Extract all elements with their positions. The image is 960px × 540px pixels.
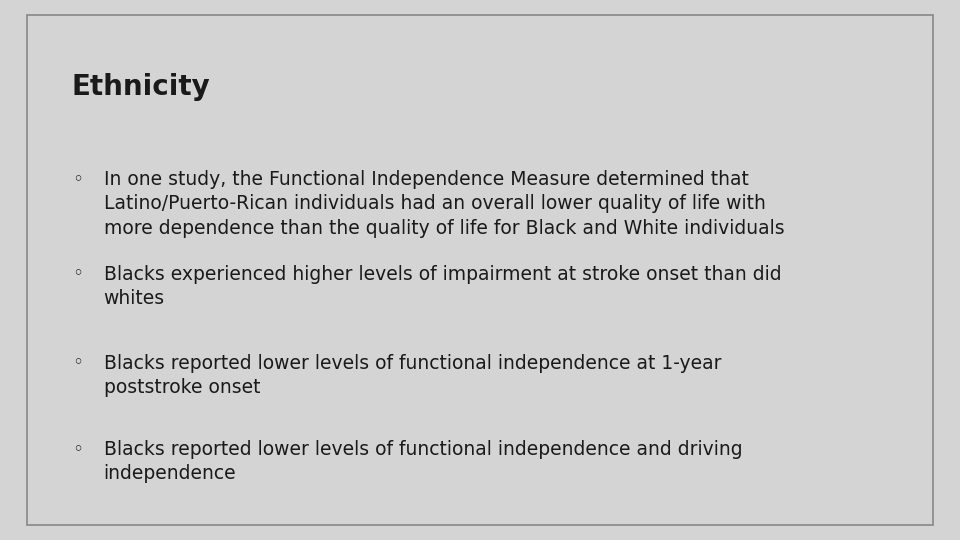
Text: Blacks reported lower levels of functional independence and driving
independence: Blacks reported lower levels of function…: [104, 440, 742, 483]
Text: ◦: ◦: [72, 440, 83, 459]
FancyBboxPatch shape: [27, 15, 933, 525]
Text: Blacks experienced higher levels of impairment at stroke onset than did
whites: Blacks experienced higher levels of impa…: [104, 265, 781, 308]
Text: ◦: ◦: [72, 265, 83, 284]
Text: Ethnicity: Ethnicity: [72, 73, 211, 101]
Text: ◦: ◦: [72, 354, 83, 373]
Text: ◦: ◦: [72, 170, 83, 189]
Text: In one study, the Functional Independence Measure determined that
Latino/Puerto-: In one study, the Functional Independenc…: [104, 170, 784, 238]
Text: Blacks reported lower levels of functional independence at 1-year
poststroke ons: Blacks reported lower levels of function…: [104, 354, 721, 397]
